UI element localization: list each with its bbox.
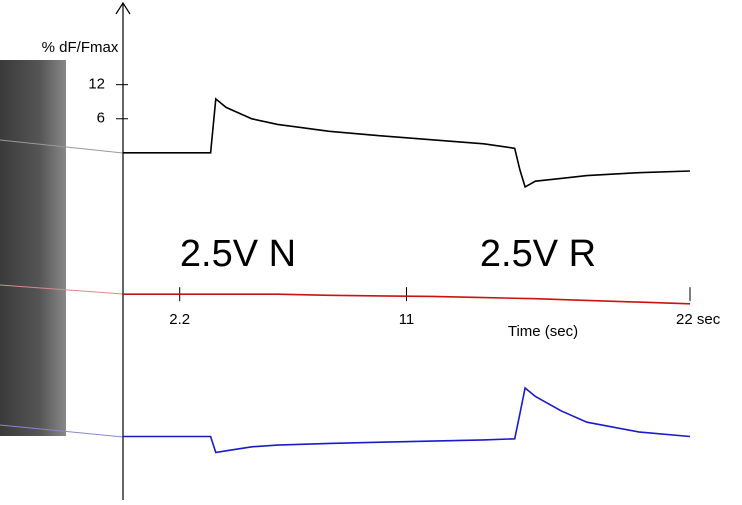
y-tick-label: 6 bbox=[97, 110, 105, 127]
y-axis-label: % dF/Fmax bbox=[42, 39, 119, 56]
connector bbox=[0, 424, 124, 438]
x-tick-label: 22 sec bbox=[676, 311, 721, 328]
trace bbox=[123, 386, 691, 454]
trace bbox=[123, 97, 691, 189]
axis-arrow-head bbox=[115, 1, 131, 15]
x-tick-label: 11 bbox=[399, 311, 415, 328]
cell-image bbox=[0, 60, 66, 436]
x-tick-label: 2.2 bbox=[169, 311, 190, 328]
connector bbox=[0, 284, 124, 295]
annotation: 2.5V N bbox=[180, 233, 296, 275]
connector bbox=[0, 139, 124, 154]
trace bbox=[123, 293, 691, 305]
annotation: 2.5V R bbox=[480, 233, 596, 275]
y-tick-label: 12 bbox=[88, 76, 105, 93]
x-axis-label: Time (sec) bbox=[508, 323, 578, 340]
